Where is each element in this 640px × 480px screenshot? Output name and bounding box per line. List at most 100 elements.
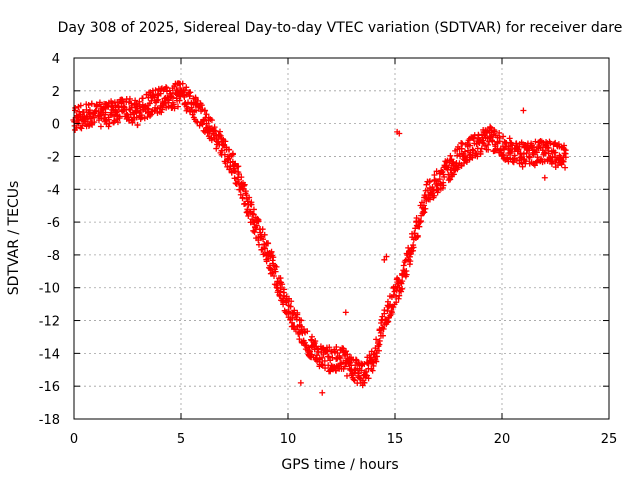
data-point xyxy=(232,167,239,174)
data-point xyxy=(390,304,397,311)
data-point xyxy=(304,328,311,335)
data-point xyxy=(255,241,262,248)
y-tick-label: 4 xyxy=(52,52,60,67)
data-point xyxy=(416,223,423,230)
data-point xyxy=(312,338,319,345)
data-point xyxy=(431,176,438,183)
data-point xyxy=(297,379,304,386)
data-point xyxy=(216,128,223,135)
data-point xyxy=(343,348,350,355)
data-point xyxy=(163,88,170,95)
data-point xyxy=(522,158,529,165)
data-point xyxy=(222,160,229,167)
data-point xyxy=(329,354,336,361)
data-point xyxy=(133,108,140,115)
data-point xyxy=(249,210,256,217)
x-axis-label: GPS time / hours xyxy=(281,457,398,473)
data-point xyxy=(381,256,388,263)
data-point xyxy=(174,103,181,110)
data-point xyxy=(466,142,473,149)
data-point xyxy=(213,145,220,152)
data-point xyxy=(261,231,268,238)
data-point xyxy=(171,105,178,112)
y-axis-label: SDTVAR / TECUs xyxy=(6,181,22,296)
data-point xyxy=(219,147,226,154)
data-point xyxy=(533,149,540,156)
data-point xyxy=(273,263,280,270)
data-point xyxy=(289,314,296,321)
data-point xyxy=(281,286,288,293)
data-point xyxy=(279,281,286,288)
data-point xyxy=(182,87,189,94)
data-point xyxy=(158,109,165,116)
data-point xyxy=(221,151,228,158)
data-point xyxy=(373,336,380,343)
data-point xyxy=(422,205,429,212)
data-point xyxy=(447,176,454,183)
data-point xyxy=(517,150,524,157)
data-point xyxy=(72,104,79,111)
data-point xyxy=(434,189,441,196)
data-point xyxy=(114,119,121,126)
data-point xyxy=(398,288,405,295)
data-point xyxy=(437,180,444,187)
data-point xyxy=(287,303,294,310)
data-point xyxy=(418,218,424,225)
data-point xyxy=(496,129,503,136)
data-point xyxy=(319,354,326,361)
x-tick-label: 15 xyxy=(387,432,404,447)
data-point xyxy=(395,295,402,302)
data-point xyxy=(245,213,252,220)
data-point xyxy=(235,176,242,183)
data-point xyxy=(97,123,104,130)
data-point xyxy=(291,307,298,314)
data-point xyxy=(244,198,251,205)
data-point xyxy=(137,108,144,115)
data-point xyxy=(411,230,418,237)
data-point xyxy=(440,182,447,189)
data-point xyxy=(520,107,527,114)
data-point xyxy=(350,376,357,383)
data-point xyxy=(134,121,141,128)
data-point xyxy=(426,196,433,203)
data-point xyxy=(418,199,425,206)
y-tick-label: -4 xyxy=(47,183,60,198)
data-point xyxy=(288,298,295,305)
data-point xyxy=(75,117,82,124)
data-point xyxy=(510,159,517,166)
data-point xyxy=(264,240,271,247)
data-point xyxy=(319,389,326,396)
data-point xyxy=(260,236,267,243)
data-point xyxy=(91,119,98,126)
data-point xyxy=(139,95,146,102)
data-point xyxy=(526,154,533,161)
data-point xyxy=(379,332,386,339)
y-tick-label: -14 xyxy=(39,347,60,362)
data-point xyxy=(321,357,328,364)
data-point xyxy=(307,348,314,355)
y-tick-label: -10 xyxy=(39,282,60,297)
y-tick-label: -18 xyxy=(39,413,60,428)
data-point xyxy=(562,164,569,171)
data-point xyxy=(208,117,215,124)
data-point xyxy=(263,258,270,265)
data-point xyxy=(96,99,103,106)
data-point xyxy=(277,284,284,291)
data-point xyxy=(261,245,268,252)
data-point xyxy=(116,115,123,122)
data-point xyxy=(211,124,218,131)
y-tick-label: -16 xyxy=(39,380,60,395)
data-point xyxy=(474,153,481,160)
data-point xyxy=(239,194,246,201)
data-point xyxy=(496,138,503,145)
data-point xyxy=(203,111,210,118)
data-point xyxy=(441,173,448,180)
data-point xyxy=(163,84,170,91)
data-point xyxy=(138,114,145,121)
data-point xyxy=(506,135,513,142)
data-point xyxy=(241,181,248,188)
data-point xyxy=(337,355,344,362)
data-point xyxy=(337,361,344,368)
data-point xyxy=(520,150,527,157)
